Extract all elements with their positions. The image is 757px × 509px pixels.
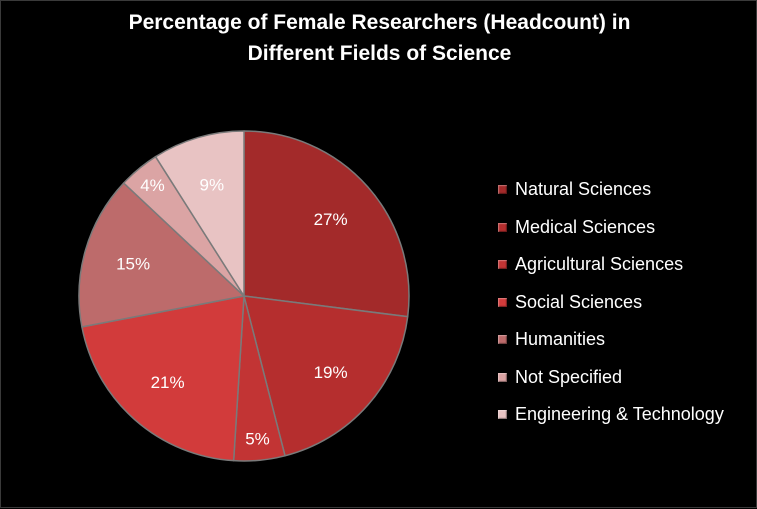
data-label: 5% bbox=[245, 429, 270, 448]
data-label: 15% bbox=[116, 254, 150, 273]
legend-swatch bbox=[498, 260, 507, 270]
chart-title-line-1: Percentage of Female Researchers (Headco… bbox=[128, 11, 631, 34]
pie-slices bbox=[78, 130, 410, 462]
legend-item: Medical Sciences bbox=[498, 209, 724, 247]
pie-slice-social-sciences bbox=[81, 295, 245, 462]
legend-swatch bbox=[498, 297, 507, 307]
legend-swatch bbox=[498, 335, 507, 345]
data-label: 27% bbox=[314, 210, 348, 229]
pie-slice-humanities bbox=[78, 182, 245, 328]
pie-slice-medical-sciences bbox=[243, 295, 409, 457]
legend-item: Agricultural Sciences bbox=[498, 246, 724, 284]
legend-label: Natural Sciences bbox=[515, 179, 652, 200]
chart-legend: Natural Sciences Medical Sciences Agricult… bbox=[498, 171, 724, 434]
legend-item: Natural Sciences bbox=[498, 171, 724, 209]
data-label: 4% bbox=[140, 176, 165, 195]
pie-data-labels: 27% 19% 5% 21% 15% 4% 9% bbox=[116, 176, 348, 449]
data-label: 19% bbox=[314, 363, 348, 382]
pie-slice-natural-sciences bbox=[243, 130, 410, 318]
data-label: 9% bbox=[200, 176, 225, 195]
pie-slice-engineering-technology bbox=[154, 130, 245, 297]
legend-item: Engineering & Technology bbox=[498, 396, 724, 434]
chart-title-line-2: Different Fields of Science bbox=[247, 42, 512, 65]
legend-item: Humanities bbox=[498, 321, 724, 359]
legend-item: Social Sciences bbox=[498, 284, 724, 322]
legend-label: Agricultural Sciences bbox=[515, 254, 684, 275]
legend-swatch bbox=[498, 372, 507, 382]
legend-label: Medical Sciences bbox=[515, 216, 656, 237]
legend-swatch bbox=[498, 222, 507, 232]
legend-item: Not Specified bbox=[498, 359, 724, 397]
legend-label: Social Sciences bbox=[515, 291, 643, 312]
data-label: 21% bbox=[151, 373, 185, 392]
legend-swatch bbox=[498, 410, 507, 420]
legend-label: Engineering & Technology bbox=[515, 404, 724, 425]
legend-label: Not Specified bbox=[515, 366, 623, 387]
chart-title: Percentage of Female Researchers (Headco… bbox=[1, 7, 757, 69]
legend-swatch bbox=[498, 185, 507, 195]
legend-label: Humanities bbox=[515, 329, 606, 350]
